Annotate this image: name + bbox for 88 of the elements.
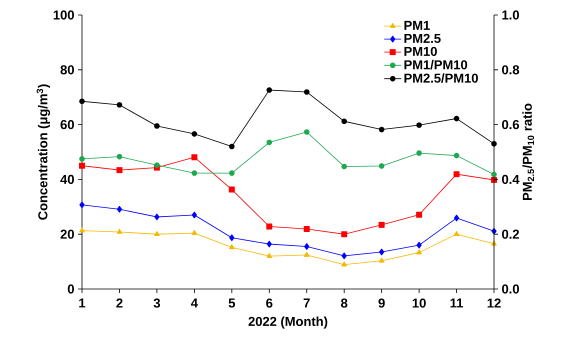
point <box>266 224 272 230</box>
y2-tick-label: 0.0 <box>502 284 519 294</box>
point <box>416 249 422 254</box>
point <box>454 152 460 158</box>
point <box>116 167 122 174</box>
legend-label: PM2.5/PM10 <box>404 73 478 83</box>
point <box>454 171 460 178</box>
point <box>491 172 497 178</box>
point <box>79 156 85 162</box>
point <box>116 206 122 213</box>
point <box>191 154 198 160</box>
point <box>304 129 310 135</box>
x-tick-label: 4 <box>190 298 198 308</box>
point <box>116 154 122 160</box>
point <box>341 261 348 266</box>
point <box>341 164 347 170</box>
point <box>341 118 347 124</box>
point <box>229 244 235 250</box>
point <box>192 170 198 176</box>
point <box>154 214 160 220</box>
legend-label: PM1/PM10 <box>404 60 468 70</box>
point <box>378 222 385 228</box>
point <box>229 234 234 242</box>
point <box>266 252 272 258</box>
point <box>454 214 460 222</box>
y-tick-label: 40 <box>60 174 74 184</box>
point <box>304 243 310 250</box>
x-tick-label: 11 <box>450 298 464 308</box>
x-tick-label: 6 <box>266 298 272 308</box>
x-tick-label: 9 <box>378 298 385 308</box>
y2-tick-label: 0.2 <box>502 230 520 239</box>
point <box>79 98 85 104</box>
point <box>266 240 272 248</box>
x-tick-label: 2 <box>116 298 123 308</box>
point <box>154 123 160 129</box>
x-axis-title: 2022 (Month) <box>248 316 328 329</box>
point <box>116 102 122 108</box>
legend-label: PM2.5 <box>404 34 441 43</box>
point <box>416 242 422 249</box>
y-tick-label: 60 <box>60 120 74 130</box>
point <box>79 162 85 169</box>
point <box>378 163 384 169</box>
point <box>154 162 160 168</box>
point <box>116 228 122 234</box>
x-tick-label: 3 <box>154 298 160 308</box>
y-tick-label: 100 <box>54 10 74 20</box>
y2-axis-title: PM$_{2.5}$/PM$_{10}$ ratio <box>522 104 534 200</box>
point <box>154 231 160 236</box>
point <box>378 126 384 132</box>
x-tick-label: 5 <box>228 298 236 308</box>
point <box>416 122 422 128</box>
point <box>416 212 422 218</box>
point <box>378 258 384 263</box>
point <box>341 231 348 238</box>
point <box>192 230 198 235</box>
y2-tick-label: 0.6 <box>502 120 520 130</box>
y-tick-label: 80 <box>60 65 74 74</box>
x-tick-label: 8 <box>340 298 348 308</box>
point <box>266 140 272 146</box>
point <box>304 89 310 95</box>
point <box>454 231 460 236</box>
point <box>379 248 384 256</box>
x-tick-label: 7 <box>304 298 310 308</box>
x-tick-label: 10 <box>412 298 426 308</box>
x-tick-label: 12 <box>488 298 501 308</box>
y-tick-label: 20 <box>60 230 74 239</box>
point <box>491 140 497 147</box>
point <box>229 170 235 176</box>
point <box>342 252 347 260</box>
point <box>79 201 85 208</box>
y2-tick-label: 0.4 <box>502 174 520 184</box>
point <box>228 186 235 193</box>
legend-label: PM10 <box>404 46 437 56</box>
y-tick-label: 0 <box>68 284 74 294</box>
y2-tick-label: 0.8 <box>502 65 520 74</box>
y-axis-title: Concentration (μg/m$^{3}$) <box>36 84 50 220</box>
point <box>266 87 272 93</box>
point <box>229 144 235 150</box>
point <box>416 150 422 156</box>
point <box>454 116 460 122</box>
point <box>304 252 310 257</box>
y2-tick-label: 1.0 <box>502 10 519 20</box>
x-tick-label: 1 <box>79 298 86 308</box>
point <box>304 226 310 232</box>
point <box>192 212 198 218</box>
legend-label: PM1 <box>404 20 430 30</box>
point <box>79 227 85 232</box>
point <box>192 131 198 137</box>
